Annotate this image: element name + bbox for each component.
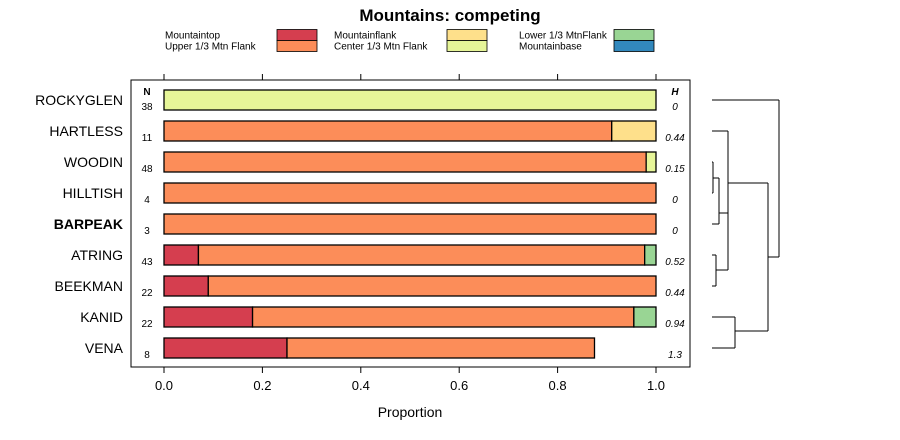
row-label-hartless: HARTLESS <box>49 123 123 139</box>
h-value-hartless: 0.44 <box>665 133 685 144</box>
x-tick-label-4: 0.8 <box>549 378 567 393</box>
legend-label-mountaintop: Mountaintop <box>165 31 220 42</box>
n-value-vena: 8 <box>144 350 150 361</box>
legend-swatch-lower-1-3-mtnflank <box>613 29 655 41</box>
plot-frame <box>130 79 691 368</box>
row-label-woodin: WOODIN <box>64 154 123 170</box>
bar-segment-hartless-mountainflank <box>611 120 657 142</box>
row-label-kanid: KANID <box>80 309 123 325</box>
row-label-barpeak: BARPEAK <box>54 216 123 232</box>
h-value-barpeak: 0 <box>672 226 678 237</box>
n-value-barpeak: 3 <box>144 226 150 237</box>
bar-segment-kanid-lower-1-3-mtnflank <box>633 306 657 328</box>
n-value-woodin: 48 <box>141 164 153 175</box>
x-axis-title: Proportion <box>378 404 443 420</box>
x-tick-label-5: 1.0 <box>647 378 665 393</box>
h-value-beekman: 0.44 <box>665 288 685 299</box>
bar-segment-hilltish-upper-1-3-mtn-flank <box>163 182 657 204</box>
h-column-header: H <box>671 87 679 98</box>
bar-segment-woodin-center-1-3-mtn-flank <box>645 151 657 173</box>
legend-label-mountainbase: Mountainbase <box>519 42 582 53</box>
bar-segment-hartless-upper-1-3-mtn-flank <box>163 120 613 142</box>
row-label-beekman: BEEKMAN <box>55 278 123 294</box>
h-value-woodin: 0.15 <box>665 164 685 175</box>
legend-swatch-upper-1-3-mtn-flank <box>276 40 318 52</box>
bar-segment-beekman-mountaintop <box>163 275 209 297</box>
bar-segment-atring-mountaintop <box>163 244 200 266</box>
bar-segment-atring-upper-1-3-mtn-flank <box>197 244 646 266</box>
n-value-beekman: 22 <box>141 288 153 299</box>
bar-segment-rockyglen-center-1-3-mtn-flank <box>163 89 657 111</box>
row-label-vena: VENA <box>85 340 124 356</box>
bar-segment-kanid-mountaintop <box>163 306 254 328</box>
h-value-vena: 1.3 <box>668 350 682 361</box>
n-value-hartless: 11 <box>142 133 153 144</box>
n-value-hilltish: 4 <box>144 195 150 206</box>
bar-segment-atring-lower-1-3-mtnflank <box>644 244 657 266</box>
x-tick-label-2: 0.4 <box>352 378 370 393</box>
bar-segment-vena-upper-1-3-mtn-flank <box>286 337 596 359</box>
legend-label-mountainflank: Mountainflank <box>334 31 397 42</box>
bar-segment-kanid-upper-1-3-mtn-flank <box>251 306 635 328</box>
row-label-atring: ATRING <box>71 247 123 263</box>
n-value-atring: 43 <box>141 257 153 268</box>
row-label-hilltish: HILLTISH <box>63 185 123 201</box>
legend-swatch-center-1-3-mtn-flank <box>446 40 488 52</box>
dendrogram <box>712 99 780 349</box>
x-tick-label-0: 0.0 <box>155 378 173 393</box>
bar-segment-woodin-upper-1-3-mtn-flank <box>163 151 647 173</box>
n-value-kanid: 22 <box>141 319 153 330</box>
bar-segment-barpeak-upper-1-3-mtn-flank <box>163 213 657 235</box>
legend-swatch-mountainflank <box>446 29 488 41</box>
legend-swatch-mountaintop <box>276 29 318 41</box>
bar-segment-beekman-upper-1-3-mtn-flank <box>207 275 657 297</box>
legend-label-lower-1-3-mtnflank: Lower 1/3 MtnFlank <box>519 31 608 42</box>
h-value-atring: 0.52 <box>665 257 685 268</box>
legend-label-center-1-3-mtn-flank: Center 1/3 Mtn Flank <box>334 42 428 53</box>
x-axis: 0.0 0.2 0.4 0.6 0.8 1.0 <box>155 74 665 393</box>
h-value-kanid: 0.94 <box>665 319 685 330</box>
x-tick-label-3: 0.6 <box>450 378 468 393</box>
h-value-rockyglen: 0 <box>672 102 678 113</box>
bar-segment-vena-mountaintop <box>163 337 288 359</box>
n-column-header: N <box>143 87 150 98</box>
n-value-rockyglen: 38 <box>141 102 153 113</box>
h-value-hilltish: 0 <box>672 195 678 206</box>
legend-swatch-mountainbase <box>613 40 655 52</box>
x-tick-label-1: 0.2 <box>253 378 271 393</box>
chart-title: Mountains: competing <box>359 6 540 25</box>
legend-label-upper-1-3-mtn-flank: Upper 1/3 Mtn Flank <box>165 42 257 53</box>
row-label-rockyglen: ROCKYGLEN <box>35 92 123 108</box>
